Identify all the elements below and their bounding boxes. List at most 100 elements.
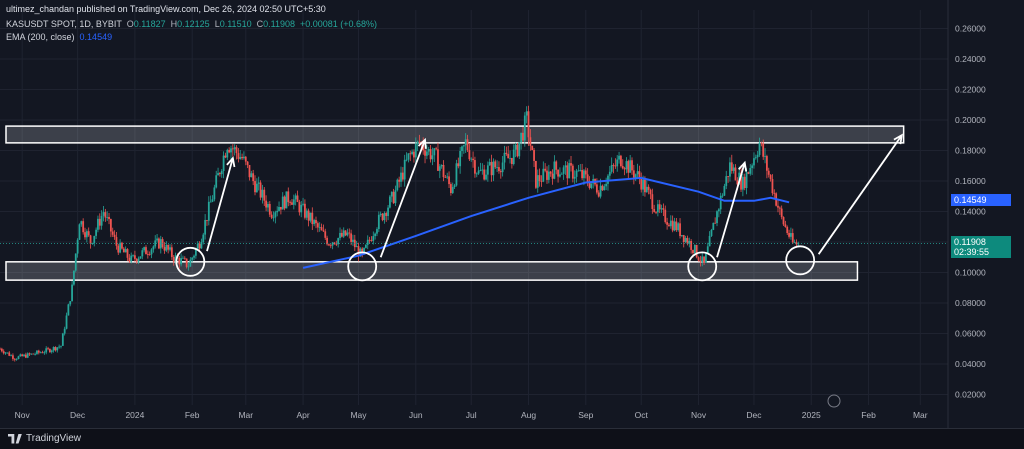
candle-body — [76, 239, 79, 254]
candle-body — [85, 231, 88, 238]
price-tick-label: 0.02000 — [955, 390, 986, 400]
time-tick-label: Jun — [409, 410, 423, 420]
candle-body — [655, 211, 657, 213]
candle-body — [228, 149, 231, 153]
candle-body — [529, 137, 532, 146]
candle-body — [93, 235, 96, 244]
candle-body — [414, 143, 417, 158]
candle-body — [318, 227, 321, 228]
price-tick-label: 0.06000 — [955, 329, 986, 339]
candle-body — [364, 244, 367, 248]
candle-body — [483, 169, 486, 180]
time-tick-label: Jul — [466, 410, 477, 420]
candle-body — [381, 213, 384, 221]
candle-body — [396, 179, 399, 191]
candle-body — [629, 160, 632, 173]
candle-body — [261, 189, 264, 198]
candle-body — [54, 347, 57, 351]
candle-body — [243, 156, 245, 159]
candle-body — [459, 150, 462, 167]
candle-body — [706, 246, 709, 254]
candle-body — [241, 156, 243, 159]
candle-body — [522, 132, 524, 141]
candle-body — [337, 238, 340, 245]
candle-body — [361, 248, 364, 254]
ema-legend-value: 0.14549 — [79, 32, 113, 42]
chart-grid — [0, 10, 948, 405]
candle-body — [87, 231, 90, 236]
candle-body — [791, 233, 794, 243]
candle-body — [159, 239, 162, 249]
candle-body — [152, 246, 155, 250]
candle-body — [45, 348, 48, 353]
candle-body — [250, 173, 253, 178]
candle-body — [193, 255, 195, 258]
candle-body — [213, 187, 216, 200]
candle-body — [621, 166, 624, 169]
trend-arrow — [206, 157, 234, 252]
candle-body — [557, 169, 559, 177]
candle-body — [158, 238, 160, 249]
candle-body — [614, 165, 617, 167]
candle-body — [217, 173, 219, 176]
candle-body — [400, 172, 402, 182]
candle-body — [376, 229, 378, 234]
candle-body — [106, 216, 109, 218]
candle-body — [636, 171, 639, 175]
candle-body — [340, 232, 343, 237]
candle-body — [514, 144, 517, 150]
candle-body — [675, 221, 678, 231]
candle-body — [17, 356, 20, 359]
candle-body — [335, 243, 338, 245]
candle-body — [516, 144, 519, 157]
candle-body — [401, 172, 404, 180]
candle-body — [6, 352, 9, 354]
price-tick-label: 0.18000 — [955, 146, 986, 156]
candle-body — [645, 186, 648, 193]
candle-body — [767, 170, 770, 175]
candle-body — [660, 208, 663, 210]
candle-body — [305, 210, 308, 218]
candle-body — [206, 219, 208, 221]
price-tick-label: 0.08000 — [955, 298, 986, 308]
candle-body — [185, 258, 188, 267]
candle-body — [568, 163, 571, 179]
candle-body — [533, 150, 535, 161]
candle-body — [200, 242, 203, 249]
high-label: H — [170, 19, 178, 29]
candle-body — [595, 184, 598, 193]
candle-body — [0, 348, 1, 350]
candle-body — [583, 170, 585, 179]
candle-body — [187, 266, 190, 268]
candle-body — [244, 156, 247, 162]
candle-body — [182, 257, 184, 259]
candle-body — [472, 158, 474, 161]
candle-body — [716, 211, 718, 224]
candle-body — [26, 353, 29, 358]
trend-arrow — [716, 162, 746, 258]
candle-body — [618, 155, 620, 160]
ema-layer — [0, 176, 948, 269]
price-chart[interactable]: 0.020000.040000.060000.080000.100000.120… — [0, 0, 1024, 428]
candle-body — [590, 183, 593, 188]
candle-body — [599, 185, 602, 197]
candle-body — [252, 173, 255, 182]
low-label: L — [214, 19, 220, 29]
change-value: +0.00081 (+0.68%) — [300, 19, 378, 29]
candle-body — [246, 161, 249, 165]
candle-body — [766, 156, 768, 171]
price-axis[interactable]: 0.020000.040000.060000.080000.100000.120… — [947, 0, 1024, 428]
candle-body — [429, 149, 432, 160]
time-tick-label: Mar — [238, 410, 253, 420]
candle-body — [732, 167, 735, 171]
candle-body — [339, 232, 341, 239]
candle-body — [73, 270, 75, 285]
candle-body — [736, 180, 739, 185]
candle-body — [89, 235, 92, 244]
candle-body — [259, 182, 262, 198]
tradingview-logo[interactable]: TradingView — [8, 433, 81, 444]
ema-price-tag: 0.14549 — [951, 194, 1011, 206]
time-axis[interactable]: Nov Dec 2024 Feb Mar Apr May Jun Jul Aug Sep Oct Nov… — [15, 410, 928, 420]
candle-body — [145, 247, 147, 255]
candle-body — [377, 214, 380, 230]
